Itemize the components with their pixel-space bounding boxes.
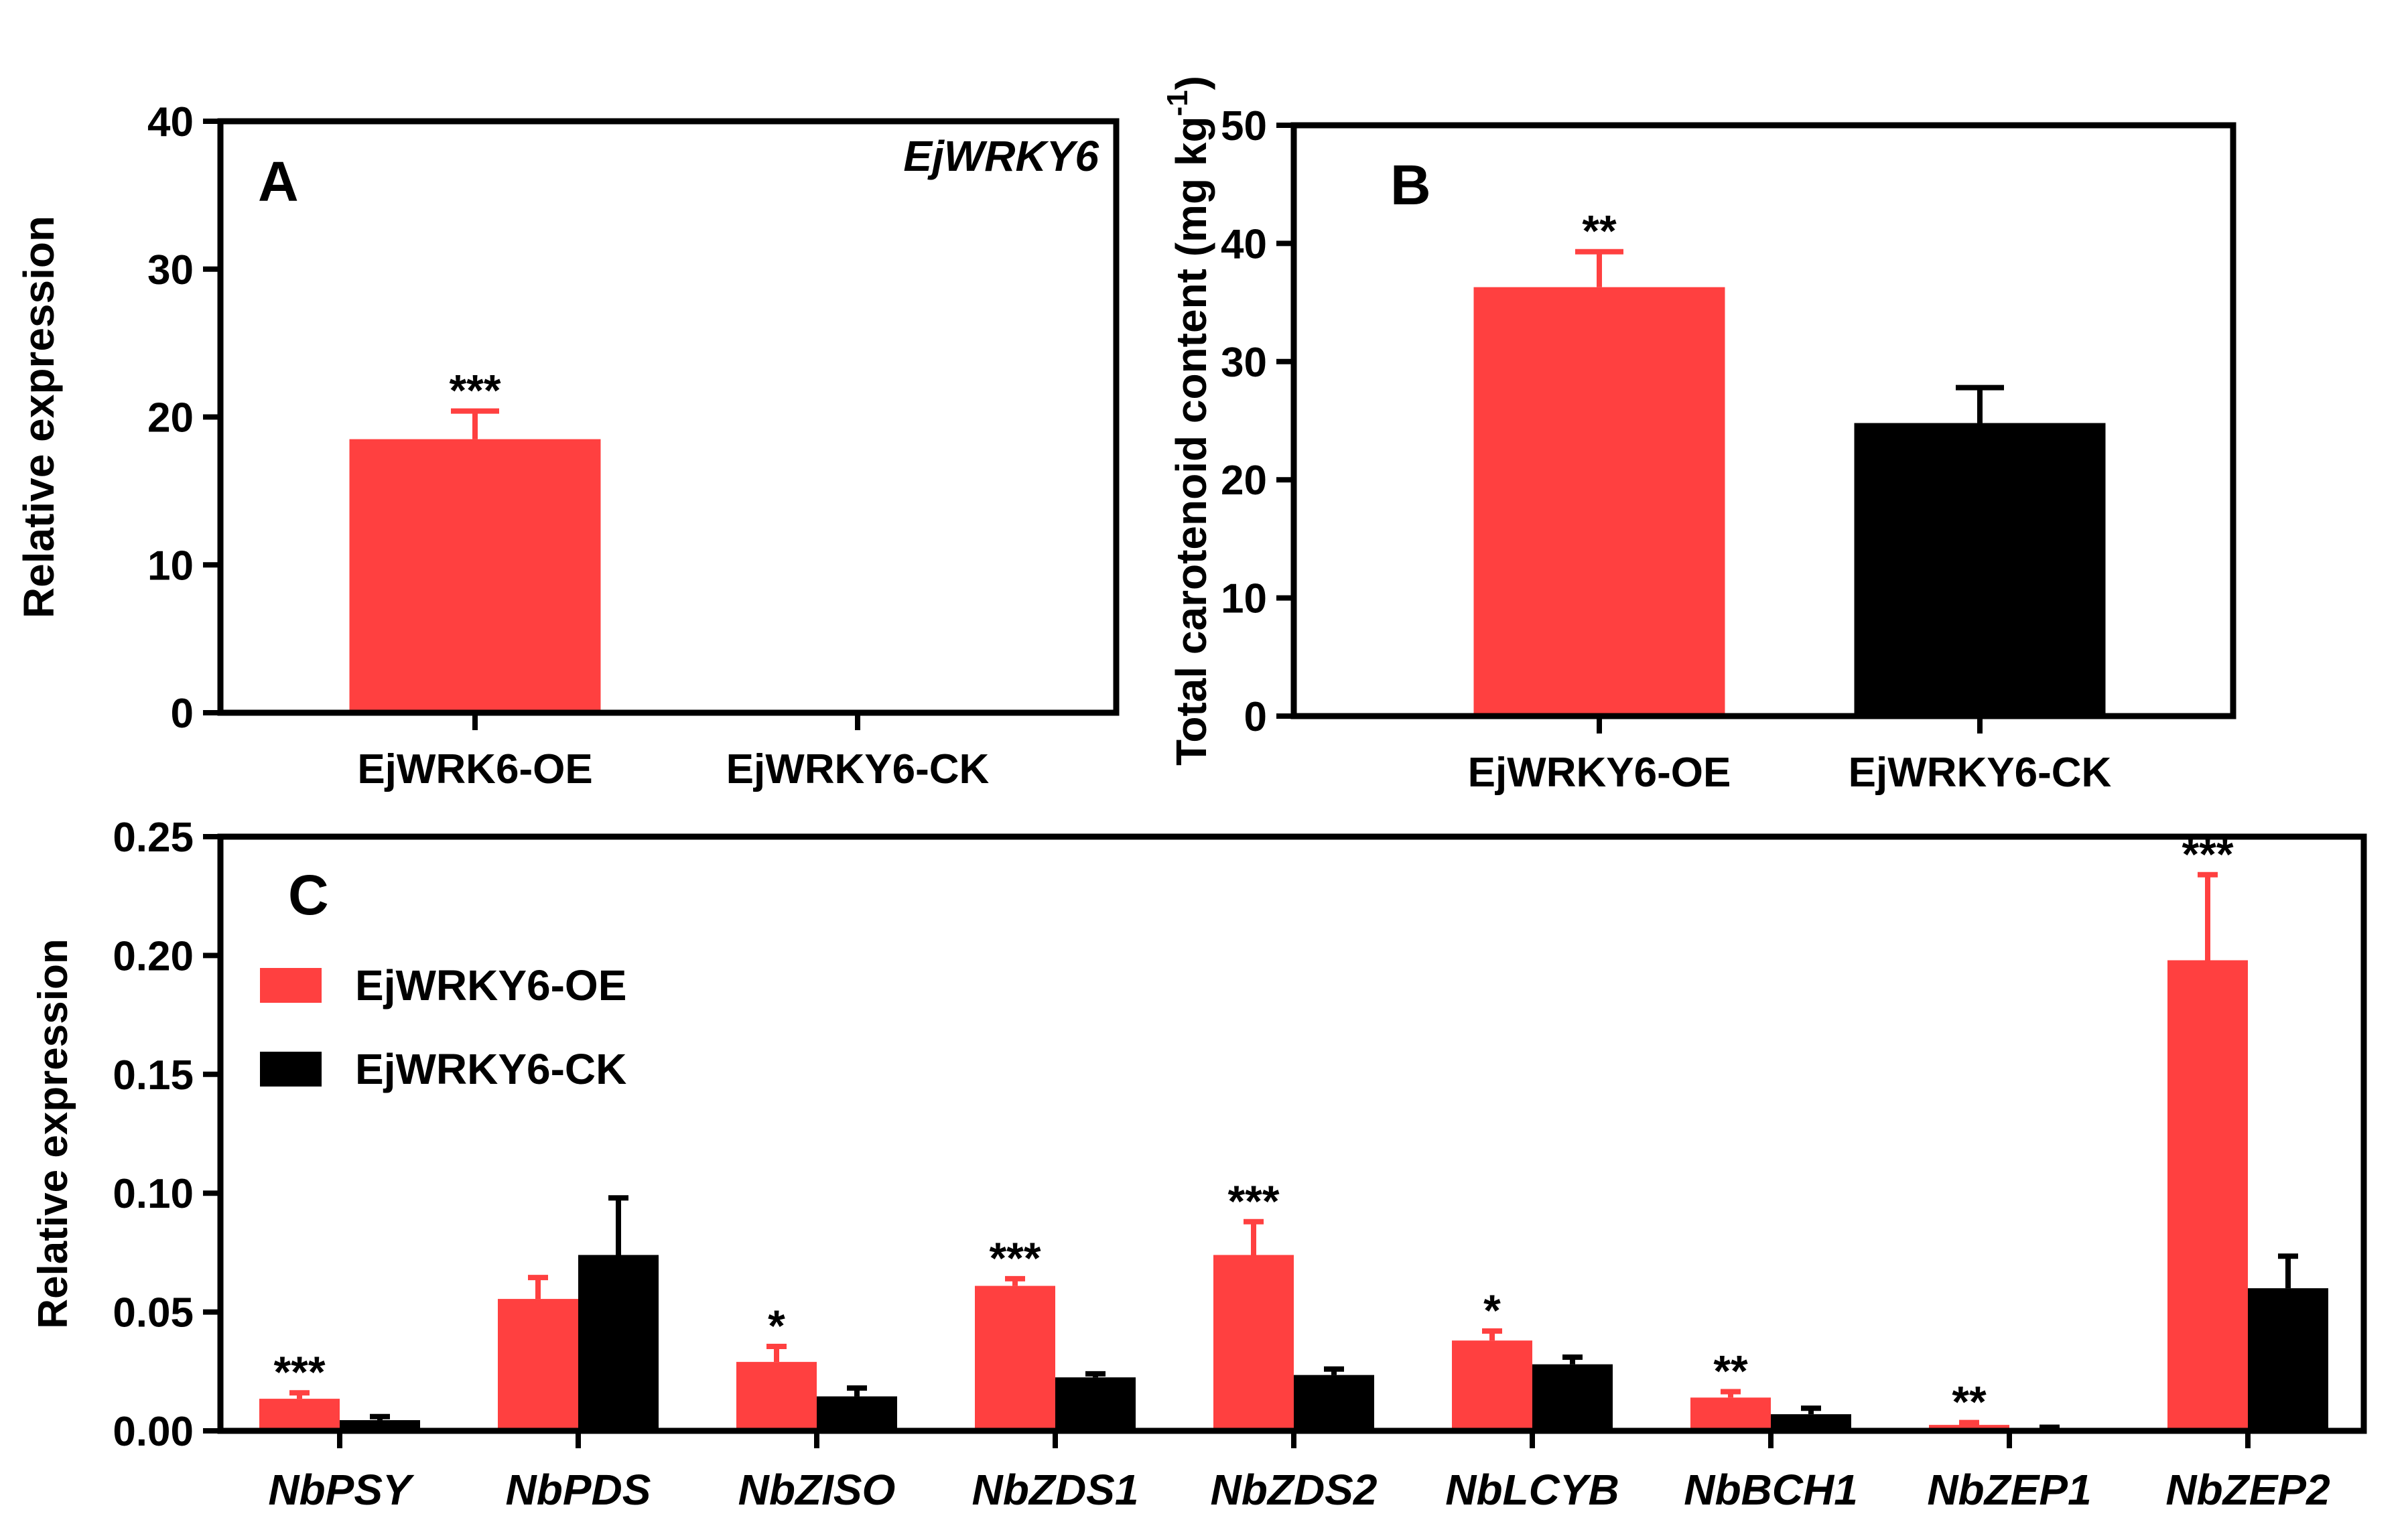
bar xyxy=(578,1255,659,1431)
panel-label: B xyxy=(1390,153,1431,216)
bar-series-ck xyxy=(340,1195,2328,1431)
y-axis: 0 10 20 30 40 50 xyxy=(1221,103,1294,740)
y-tick-label: 30 xyxy=(147,247,194,293)
legend-label: EjWRKY6-CK xyxy=(355,1045,626,1093)
plot-frame xyxy=(1290,122,2236,719)
y-tick-label: 0.20 xyxy=(113,933,194,979)
bar xyxy=(817,1396,897,1431)
y-tick-label: 0.00 xyxy=(113,1409,194,1455)
bar xyxy=(1532,1364,1613,1431)
panel-b: ** EjWRKY6-OE EjWRKY6-CK 0 10 20 30 40 50 B Total … xyxy=(1161,76,2236,796)
bar xyxy=(259,1399,340,1431)
bar xyxy=(1690,1397,1771,1431)
x-tick-label: NbZEP1 xyxy=(1927,1466,2091,1514)
bar xyxy=(1854,423,2106,716)
significance-marker: *** xyxy=(273,1347,325,1397)
panel-a: *** EjWRK6-OE EjWRKY6-CK 0 10 20 30 40 A EjWRKY6 R… xyxy=(15,99,1120,792)
y-tick-label: 30 xyxy=(1221,340,1267,386)
x-tick-label: NbPDS xyxy=(506,1466,651,1514)
y-tick-label: 20 xyxy=(1221,458,1267,504)
bar xyxy=(2248,1288,2328,1431)
bar xyxy=(349,439,601,713)
x-tick-label: NbLCYB xyxy=(1445,1466,1619,1514)
panel-c: NbPSY***NbPDS NbZISO*NbZDS1***NbZDS2***Nb… xyxy=(30,815,2367,1514)
significance-marker: ** xyxy=(1952,1377,1987,1427)
bar xyxy=(1473,287,1725,717)
y-axis-label: Relative expression xyxy=(30,938,76,1328)
significance-marker: ** xyxy=(1582,206,1617,256)
legend-swatch xyxy=(260,1052,322,1087)
bar xyxy=(1294,1375,1374,1431)
significance-marker: *** xyxy=(1227,1176,1279,1226)
legend: EjWRKY6-OE EjWRKY6-CK xyxy=(260,961,626,1093)
bar xyxy=(1452,1340,1532,1431)
x-tick-label: EjWRKY6-OE xyxy=(1468,750,1731,796)
y-axis: 0.00 0.05 0.10 0.15 0.20 0.25 xyxy=(113,815,220,1455)
bar xyxy=(498,1299,578,1431)
y-axis-label-text: Relative expression xyxy=(15,216,63,618)
x-tick-label: EjWRKY6-CK xyxy=(726,746,990,792)
x-tick-label: EjWRK6-OE xyxy=(357,746,592,792)
y-tick-label: 0.15 xyxy=(113,1052,194,1099)
y-tick-label: 20 xyxy=(147,395,194,441)
bar xyxy=(1055,1377,1136,1431)
bar xyxy=(2167,960,2248,1431)
x-tick-label: NbPSY xyxy=(268,1466,415,1514)
y-axis-label-end: ) xyxy=(1167,76,1215,90)
y-tick-label: 0.25 xyxy=(113,815,194,861)
bar xyxy=(736,1362,817,1431)
panel-label: A xyxy=(258,150,299,213)
x-tick-label: NbZISO xyxy=(738,1466,896,1514)
y-tick-label: 10 xyxy=(1221,576,1267,622)
y-tick-label: 0 xyxy=(171,691,194,737)
x-tick-label: NbZDS1 xyxy=(972,1466,1139,1514)
significance-marker: *** xyxy=(989,1233,1041,1283)
legend-label: EjWRKY6-OE xyxy=(355,961,626,1009)
significance-marker: * xyxy=(768,1301,785,1350)
bar-series xyxy=(1473,249,2106,717)
y-tick-label: 0 xyxy=(1244,694,1267,740)
bar-series-oe xyxy=(259,871,2248,1431)
gene-annotation: EjWRKY6 xyxy=(903,132,1099,180)
y-axis-label: Total carotenoid content (mg kg-1) xyxy=(1161,76,1215,766)
y-axis-label-text: Total carotenoid content (mg kg xyxy=(1167,116,1215,766)
y-tick-label: 40 xyxy=(1221,221,1267,267)
plot-frame xyxy=(217,833,2367,1434)
bar xyxy=(975,1285,1055,1431)
legend-swatch xyxy=(260,968,322,1003)
y-axis-label: Relative expression xyxy=(15,216,63,618)
y-axis: 0 10 20 30 40 xyxy=(147,99,220,737)
x-tick-label: NbZDS2 xyxy=(1211,1466,1378,1514)
y-tick-label: 40 xyxy=(147,99,194,145)
x-tick-label: EjWRKY6-CK xyxy=(1849,750,2112,796)
x-tick-label: NbZEP2 xyxy=(2165,1466,2330,1514)
significance-marker: * xyxy=(1483,1285,1501,1335)
x-tick-label: NbBCH1 xyxy=(1684,1466,1858,1514)
bar-series xyxy=(349,408,601,713)
y-tick-label: 10 xyxy=(147,543,194,589)
significance-marker: ** xyxy=(1713,1346,1748,1395)
panel-label: C xyxy=(288,863,329,926)
significance-marker: *** xyxy=(449,366,500,415)
bar xyxy=(1213,1255,1294,1431)
y-tick-label: 50 xyxy=(1221,103,1267,149)
y-tick-label: 0.05 xyxy=(113,1290,194,1336)
y-axis-label-superscript: -1 xyxy=(1161,90,1194,116)
y-tick-label: 0.10 xyxy=(113,1171,194,1217)
